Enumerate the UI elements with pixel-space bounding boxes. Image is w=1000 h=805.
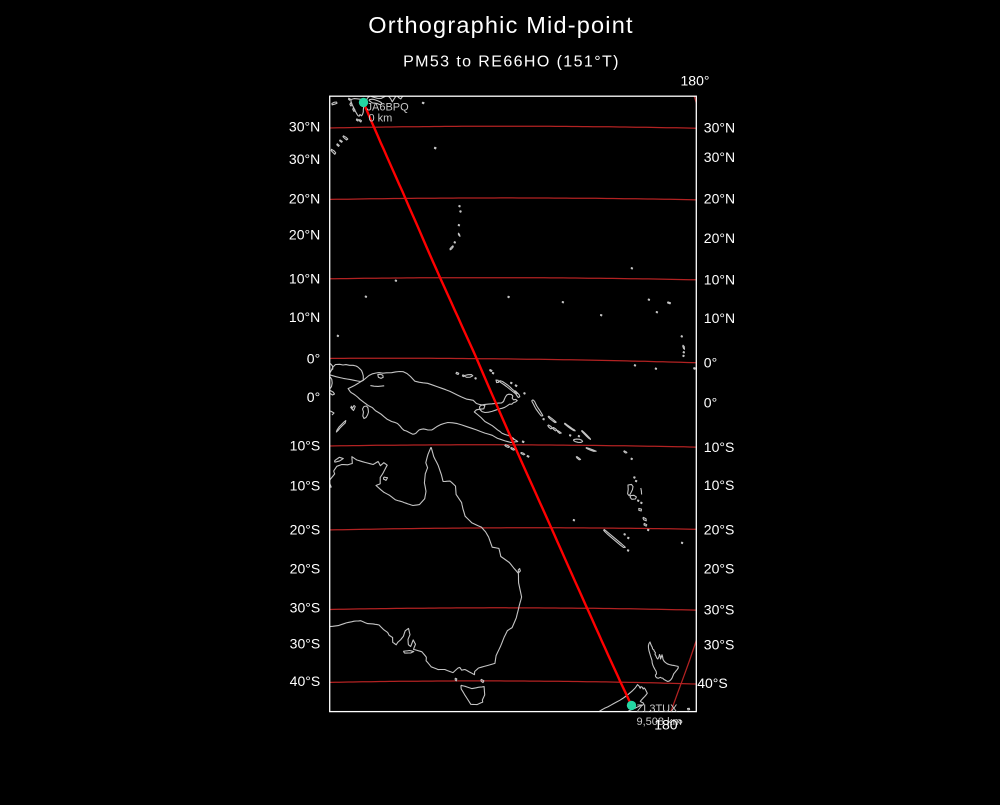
svg-text:20°N: 20°N <box>704 191 735 207</box>
svg-text:10°S: 10°S <box>704 439 735 455</box>
svg-text:40°S: 40°S <box>697 675 728 691</box>
svg-text:JA6BPQ: JA6BPQ <box>367 102 410 114</box>
svg-text:10°N: 10°N <box>704 310 735 326</box>
svg-text:180°: 180° <box>681 73 710 89</box>
svg-text:20°S: 20°S <box>290 561 321 577</box>
svg-text:9,508 km: 9,508 km <box>637 716 682 728</box>
svg-text:10°S: 10°S <box>290 438 321 454</box>
svg-text:20°S: 20°S <box>704 561 735 577</box>
svg-text:0°: 0° <box>307 389 320 405</box>
svg-text:30°N: 30°N <box>289 151 320 167</box>
svg-text:20°N: 20°N <box>289 190 320 206</box>
svg-text:10°N: 10°N <box>704 271 735 287</box>
svg-text:0 km: 0 km <box>369 113 393 125</box>
svg-text:30°S: 30°S <box>704 602 735 618</box>
svg-text:0°: 0° <box>307 351 320 367</box>
svg-text:30°S: 30°S <box>704 637 735 653</box>
svg-text:20°S: 20°S <box>290 521 321 537</box>
svg-text:10°S: 10°S <box>290 478 321 494</box>
svg-text:40°S: 40°S <box>290 673 321 689</box>
svg-text:30°S: 30°S <box>290 600 321 616</box>
svg-text:180°: 180° <box>654 717 683 733</box>
svg-text:30°S: 30°S <box>290 636 321 652</box>
svg-text:Orthographic Mid-point: Orthographic Mid-point <box>368 12 633 38</box>
svg-text:30°N: 30°N <box>289 118 320 134</box>
svg-text:PM53 to RE66HO (151°T): PM53 to RE66HO (151°T) <box>403 54 620 71</box>
svg-text:30°N: 30°N <box>704 120 735 136</box>
svg-text:0°: 0° <box>704 354 717 370</box>
svg-text:20°S: 20°S <box>704 521 735 537</box>
svg-text:0°: 0° <box>704 395 717 411</box>
svg-text:10°S: 10°S <box>704 477 735 493</box>
svg-text:20°N: 20°N <box>289 226 320 242</box>
svg-text:10°N: 10°N <box>289 270 320 286</box>
svg-text:20°N: 20°N <box>704 230 735 246</box>
svg-text:10°N: 10°N <box>289 309 320 325</box>
svg-text:ZL3TUX: ZL3TUX <box>637 703 679 715</box>
svg-text:30°N: 30°N <box>704 149 735 165</box>
